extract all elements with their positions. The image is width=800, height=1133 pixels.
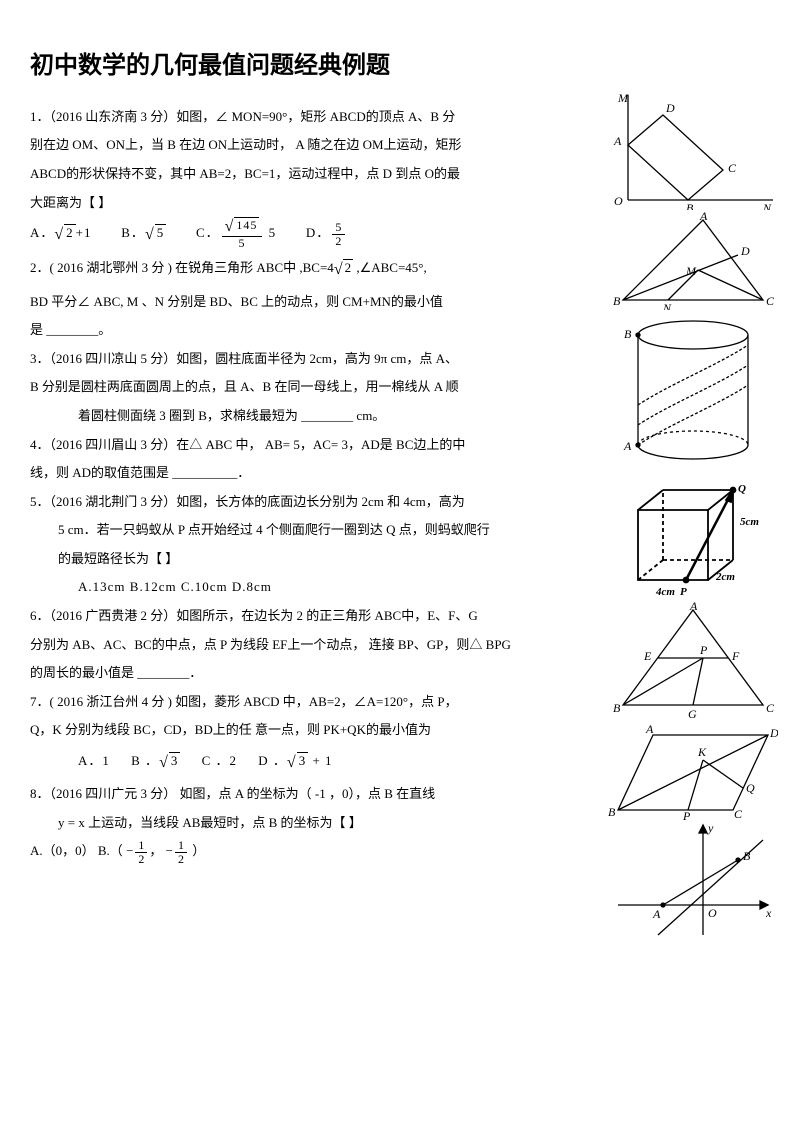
q7-A: A．1	[78, 753, 110, 768]
page-title: 初中数学的几何最值问题经典例题	[30, 40, 770, 93]
q7-line1: 7．( 2016 浙江台州 4 分 ) 如图，菱形 ABCD 中，AB=2，∠A…	[30, 688, 570, 717]
diagram-5: A B C E F G P	[608, 600, 778, 720]
q1-line1: 1．（2016 山东济南 3 分）如图，∠ MON=90°，矩形 ABCD的顶点…	[30, 103, 570, 132]
d2-M: M	[685, 264, 697, 278]
q7-B: B ．	[131, 753, 159, 768]
d6-A: A	[645, 722, 654, 736]
q4-line1: 4．（2016 四川眉山 3 分）在△ ABC 中， AB= 5，AC= 3，A…	[30, 431, 570, 460]
q2-l1a: 2．( 2016 湖北鄂州 3 分 ) 在锐角三角形 ABC中 ,BC=4	[30, 260, 334, 275]
q7-C: C ．2	[202, 753, 237, 768]
q7-options: A．1 B ．√3 C ．2 D ．√3 + 1	[30, 745, 570, 780]
q8-line1: 8．（2016 四川广元 3 分） 如图，点 A 的坐标为（ -1 ，0），点 …	[30, 780, 570, 809]
d1-A: A	[613, 134, 622, 148]
d5-E: E	[643, 649, 652, 663]
d1-D: D	[665, 101, 675, 115]
d5-G: G	[688, 707, 697, 720]
diagram-6: A D B C K P Q	[608, 720, 778, 820]
q1-line4: 大距离为【 】	[30, 189, 570, 218]
d4-Q: Q	[738, 483, 746, 495]
d2-A: A	[699, 210, 708, 223]
q4-line2: 线，则 AD的取值范围是 __________．	[30, 459, 570, 488]
q3-line1: 3．（2016 四川凉山 5 分）如图，圆柱底面半径为 2cm，高为 9π cm…	[30, 345, 570, 374]
d7-A: A	[652, 907, 661, 921]
d5-P: P	[699, 643, 708, 657]
q5-options: A.13cm B.12cm C.10cm D.8cm	[30, 573, 570, 602]
d7-y: y	[707, 821, 714, 835]
d4-w2: 2cm	[715, 571, 735, 583]
d1-M: M	[617, 91, 629, 105]
d1-C: C	[728, 161, 737, 175]
d2-B: B	[613, 294, 621, 308]
q1-optC: C．	[196, 225, 220, 240]
diagram-2: A B C D M N	[608, 210, 778, 310]
q3-line2: B 分别是圆柱两底面圆周上的点，且 A、B 在同一母线上，用一棉线从 A 顺	[30, 373, 570, 402]
d2-C: C	[766, 294, 775, 308]
d5-B: B	[613, 701, 621, 715]
q6-line3: 的周长的最小值是 ________．	[30, 659, 570, 688]
d2-N: N	[662, 301, 672, 310]
q3-line3: 着圆柱侧面绕 3 圈到 B，求棉线最短为 ________ cm。	[30, 402, 570, 431]
d6-C: C	[734, 807, 743, 820]
d4-w1: 4cm	[655, 586, 675, 598]
q1-optCpost: 5	[264, 225, 276, 240]
d4-h: 5cm	[740, 516, 759, 528]
d1-N: N	[762, 201, 772, 210]
q8-optA: A.（0，0） B.（	[30, 843, 123, 858]
q1-optA2: +1	[76, 225, 92, 240]
q8-line2: y = x 上运动，当线段 AB最短时，点 B 的坐标为【 】	[30, 809, 570, 838]
q6-line1: 6．（2016 广西贵港 2 分）如图所示，在边长为 2 的正三角形 ABC中，…	[30, 602, 570, 631]
d3-A: A	[623, 439, 632, 453]
d6-B: B	[608, 805, 616, 819]
d4-P: P	[680, 586, 687, 598]
d5-C: C	[766, 701, 775, 715]
q5-line2: 5 cm．若一只蚂蚁从 P 点开始经过 4 个侧面爬行一圈到达 Q 点，则蚂蚁爬…	[30, 516, 570, 545]
d6-Q: Q	[746, 781, 755, 795]
q5-line1: 5．（2016 湖北荆门 3 分）如图，长方体的底面边长分别为 2cm 和 4c…	[30, 488, 570, 517]
q8-options: A.（0，0） B.（ −12， −12 ）	[30, 837, 570, 866]
q1-optA: A．	[30, 225, 54, 240]
d5-F: F	[731, 649, 740, 663]
d6-P: P	[682, 809, 691, 820]
q7-line2: Q，K 分别为线段 BC，CD，BD上的任 意一点，则 PK+QK的最小值为	[30, 716, 570, 745]
d6-K: K	[697, 745, 707, 759]
d5-A: A	[689, 600, 698, 613]
diagram-7: A B O x y	[608, 820, 778, 940]
d3-B: B	[624, 327, 632, 341]
q6-line2: 分别为 AB、AC、BC的中点，点 P 为线段 EF上一个动点， 连接 BP、G…	[30, 631, 570, 660]
diagram-4: P Q 4cm 2cm 5cm	[608, 470, 778, 600]
q5-line3: 的最短路径长为【 】	[30, 545, 570, 574]
q2-l1b: ,∠ABC=45°,	[353, 260, 427, 275]
d7-B: B	[743, 849, 751, 863]
q1-options: A．√2+1 B．√5 C．√1455 5 D．52	[30, 217, 570, 252]
q7-D: D ．	[258, 753, 287, 768]
d1-B: B	[686, 201, 694, 210]
diagram-1: O N M A B C D	[608, 90, 778, 210]
q2-line3: 是 ________。	[30, 316, 570, 345]
d1-O: O	[614, 194, 623, 208]
d7-x: x	[765, 906, 772, 920]
questions-column: 1．（2016 山东济南 3 分）如图，∠ MON=90°，矩形 ABCD的顶点…	[30, 103, 570, 866]
q1-optD: D．	[306, 225, 330, 240]
q8-optB: ）	[192, 843, 205, 858]
q1-line3: ABCD的形状保持不变，其中 AB=2，BC=1，运动过程中，点 D 到点 O的…	[30, 160, 570, 189]
q2-line1: 2．( 2016 湖北鄂州 3 分 ) 在锐角三角形 ABC中 ,BC=4√2 …	[30, 252, 570, 287]
d7-O: O	[708, 906, 717, 920]
d2-D: D	[740, 244, 750, 258]
q1-line2: 别在边 OM、ON上，当 B 在边 ON上运动时， A 随之在边 OM上运动，矩…	[30, 131, 570, 160]
diagrams-column: O N M A B C D A B C D M N	[608, 90, 778, 940]
diagram-3: B A	[608, 310, 778, 470]
q7-D2: + 1	[308, 753, 332, 768]
q1-optB: B．	[121, 225, 145, 240]
d6-D: D	[769, 726, 778, 740]
q2-line2: BD 平分∠ ABC, M 、N 分别是 BD、BC 上的动点，则 CM+MN的…	[30, 288, 570, 317]
